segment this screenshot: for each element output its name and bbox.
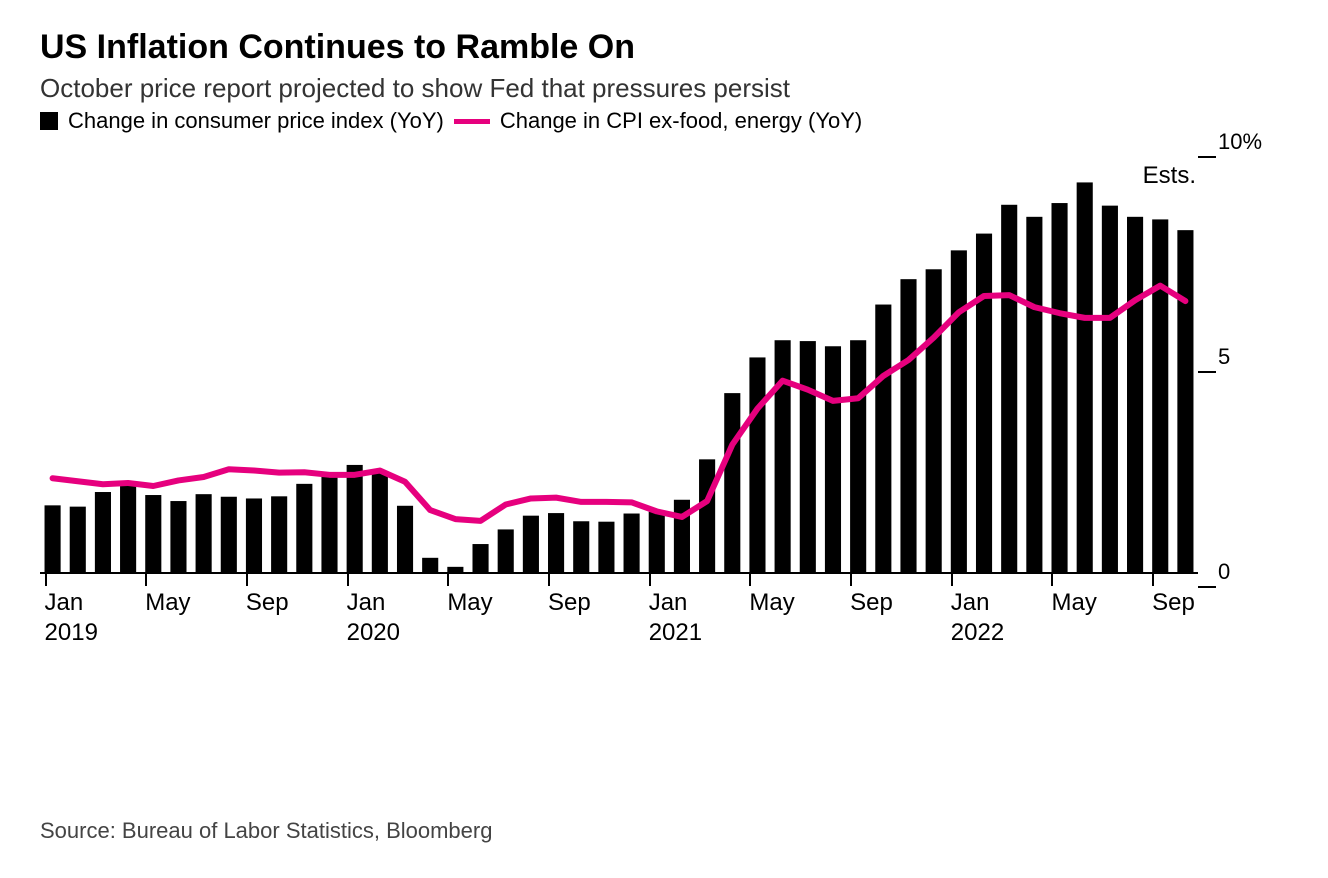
x-tick: May bbox=[145, 572, 190, 618]
x-tick-mark bbox=[749, 572, 751, 586]
x-tick-mark bbox=[951, 572, 953, 586]
inflation-chart-figure: US Inflation Continues to Ramble On Octo… bbox=[0, 0, 1328, 878]
y-tick-label: 5 bbox=[1218, 344, 1230, 370]
x-tick: May bbox=[1051, 572, 1096, 618]
y-tick-mark bbox=[1198, 371, 1216, 373]
x-tick-mark bbox=[246, 572, 248, 586]
plot-area: 0510% Ests. Jan 2019MaySepJan 2020MaySep… bbox=[40, 142, 1288, 572]
x-axis: Jan 2019 May Sep Jan 2020 May Sep Jan 2021 May S… bbox=[40, 572, 1288, 662]
x-tick-mark bbox=[850, 572, 852, 586]
x-tick-label: Jan 2020 bbox=[347, 588, 400, 648]
legend-bar-label: Change in consumer price index (YoY) bbox=[68, 108, 444, 134]
y-axis: 0510% bbox=[1198, 142, 1288, 572]
x-tick-label: Jan 2019 bbox=[45, 588, 98, 648]
legend-line-swatch-icon bbox=[454, 119, 490, 124]
x-tick: Jan 2020 bbox=[347, 572, 400, 648]
legend-line-label: Change in CPI ex-food, energy (YoY) bbox=[500, 108, 862, 134]
x-tick-mark bbox=[447, 572, 449, 586]
x-tick-label: Sep bbox=[850, 588, 893, 618]
x-tick-mark bbox=[548, 572, 550, 586]
y-tick-mark bbox=[1198, 156, 1216, 158]
x-tick-mark bbox=[45, 572, 47, 586]
chart-svg bbox=[40, 142, 1198, 574]
x-tick-label: Sep bbox=[1152, 588, 1195, 618]
x-tick-label: Sep bbox=[548, 588, 591, 618]
x-tick: Sep bbox=[850, 572, 893, 618]
x-tick-mark bbox=[347, 572, 349, 586]
x-tick-label: May bbox=[145, 588, 190, 618]
x-tick-mark bbox=[145, 572, 147, 586]
x-tick: Jan 2022 bbox=[951, 572, 1004, 648]
y-tick-label: 10% bbox=[1218, 129, 1262, 155]
x-tick-label: Sep bbox=[246, 588, 289, 618]
x-tick: May bbox=[749, 572, 794, 618]
x-tick-mark bbox=[1051, 572, 1053, 586]
x-tick: Jan 2019 bbox=[45, 572, 98, 648]
chart-title: US Inflation Continues to Ramble On bbox=[40, 28, 1288, 67]
ests-label: Ests. bbox=[1143, 162, 1196, 190]
x-tick-label: May bbox=[1051, 588, 1096, 618]
x-tick: Jan 2021 bbox=[649, 572, 702, 648]
chart-subtitle: October price report projected to show F… bbox=[40, 73, 1288, 104]
x-tick-label: Jan 2022 bbox=[951, 588, 1004, 648]
legend: Change in consumer price index (YoY) Cha… bbox=[40, 108, 1288, 134]
x-tick-mark bbox=[649, 572, 651, 586]
x-tick-label: Jan 2021 bbox=[649, 588, 702, 648]
x-tick-label: May bbox=[749, 588, 794, 618]
x-tick: Sep bbox=[246, 572, 289, 618]
legend-bar-swatch-icon bbox=[40, 112, 58, 130]
x-tick: Sep bbox=[548, 572, 591, 618]
x-tick: May bbox=[447, 572, 492, 618]
source-attribution: Source: Bureau of Labor Statistics, Bloo… bbox=[40, 818, 492, 844]
x-tick-label: May bbox=[447, 588, 492, 618]
x-tick-mark bbox=[1152, 572, 1154, 586]
x-tick: Sep bbox=[1152, 572, 1195, 618]
